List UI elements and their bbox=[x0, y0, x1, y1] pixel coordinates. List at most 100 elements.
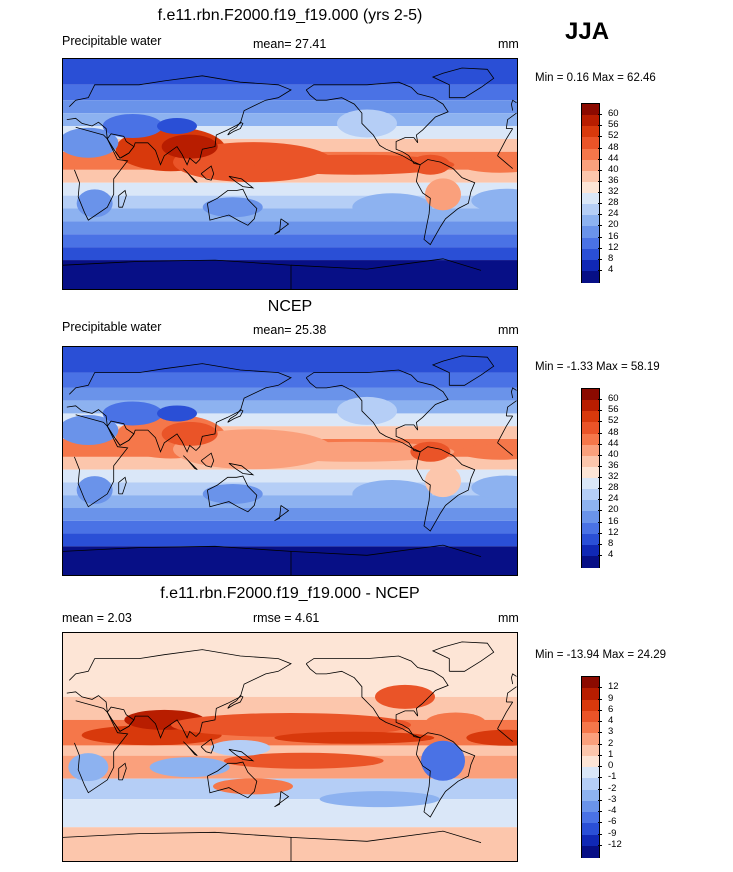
colorbar-label: 52 bbox=[608, 415, 619, 427]
difference-field bbox=[63, 633, 517, 861]
colorbar-tick bbox=[598, 125, 602, 127]
colorbar-tick bbox=[598, 687, 602, 689]
colorbar-cell bbox=[582, 400, 599, 412]
colorbar-cell bbox=[582, 215, 599, 227]
colorbar-tick bbox=[598, 158, 602, 160]
colorbar-cell bbox=[582, 511, 599, 523]
colorbar-cell bbox=[582, 115, 599, 127]
colorbar-cell bbox=[582, 248, 599, 261]
colorbar-cell bbox=[582, 422, 599, 434]
panel-2-minmax: Min = -1.33 Max = 58.19 bbox=[535, 361, 660, 373]
colorbar-cell bbox=[582, 688, 599, 700]
colorbar-cell bbox=[582, 193, 599, 205]
colorbar-label: 12 bbox=[608, 241, 619, 253]
colorbar-cell bbox=[582, 148, 599, 161]
colorbar-tick bbox=[598, 465, 602, 467]
panel-2-title: NCEP bbox=[267, 298, 313, 315]
colorbar-tick bbox=[598, 269, 602, 271]
colorbar-label: 48 bbox=[608, 141, 619, 153]
colorbar-tick bbox=[598, 432, 602, 434]
coastlines bbox=[63, 641, 517, 861]
panel-2-center-label: mean= 25.38 bbox=[253, 323, 327, 337]
colorbar-tick bbox=[598, 532, 602, 534]
colorbar-tick bbox=[598, 721, 602, 722]
colorbar-tick bbox=[598, 488, 602, 490]
panel-1-colorbar bbox=[581, 103, 600, 283]
colorbar-cell bbox=[582, 270, 599, 283]
colorbar-tick bbox=[598, 510, 602, 512]
colorbar-cell bbox=[582, 137, 599, 149]
colorbar-label: 12 bbox=[608, 526, 619, 538]
panel-3-right-label: mm bbox=[498, 611, 519, 625]
colorbar-tick bbox=[598, 822, 602, 824]
colorbar-tick bbox=[598, 410, 602, 412]
colorbar-label: 36 bbox=[608, 459, 619, 471]
colorbar-tick bbox=[598, 732, 602, 734]
colorbar-cell bbox=[582, 478, 599, 490]
colorbar-tick bbox=[598, 169, 602, 171]
colorbar-tick bbox=[598, 543, 602, 545]
colorbar-tick bbox=[598, 833, 602, 835]
panel-3-title: f.e11.rbn.F2000.f19_f19.000 - NCEP bbox=[160, 585, 420, 602]
colorbar-tick bbox=[598, 844, 602, 846]
colorbar-label: 20 bbox=[608, 504, 619, 516]
panel-1-title: f.e11.rbn.F2000.f19_f19.000 (yrs 2-5) bbox=[157, 7, 423, 24]
colorbar-label: 40 bbox=[608, 448, 619, 460]
colorbar-tick bbox=[598, 225, 602, 227]
panel-3-colorbar bbox=[581, 676, 600, 858]
colorbar-cell bbox=[582, 755, 599, 768]
colorbar-cell bbox=[582, 455, 599, 468]
colorbar-cell bbox=[582, 259, 599, 272]
colorbar-cell bbox=[582, 433, 599, 446]
colorbar-cell bbox=[582, 789, 599, 802]
panel-3-center-label: rmse = 4.61 bbox=[253, 611, 320, 625]
colorbar-label: 56 bbox=[608, 404, 619, 416]
colorbar-label: 16 bbox=[608, 230, 619, 242]
precip-field bbox=[63, 59, 517, 289]
colorbar-cell bbox=[582, 800, 599, 813]
colorbar-label: -12 bbox=[608, 838, 622, 850]
panel-1-minmax: Min = 0.16 Max = 62.46 bbox=[535, 72, 656, 84]
panel-1-map bbox=[62, 58, 518, 290]
colorbar-tick bbox=[598, 114, 602, 116]
colorbar-tick bbox=[598, 136, 602, 138]
colorbar-label: 56 bbox=[608, 119, 619, 131]
colorbar-label: 2 bbox=[608, 737, 614, 749]
colorbar-label: 4 bbox=[608, 715, 614, 726]
colorbar-label: 44 bbox=[608, 437, 619, 449]
colorbar-tick bbox=[598, 421, 602, 423]
colorbar-label: 24 bbox=[608, 493, 619, 505]
colorbar-tick bbox=[598, 192, 602, 193]
colorbar-label: 9 bbox=[608, 692, 614, 704]
colorbar-label: 60 bbox=[608, 108, 619, 120]
colorbar-tick bbox=[598, 709, 602, 711]
colorbar-cell bbox=[582, 744, 599, 757]
colorbar-tick bbox=[598, 258, 602, 260]
colorbar-cell bbox=[582, 544, 599, 557]
colorbar-cell bbox=[582, 845, 599, 858]
colorbar-cell bbox=[582, 722, 599, 734]
coastlines bbox=[63, 355, 517, 575]
colorbar-label: 40 bbox=[608, 163, 619, 175]
colorbar-cell bbox=[582, 181, 599, 194]
colorbar-cell bbox=[582, 812, 599, 824]
colorbar-tick bbox=[598, 799, 602, 801]
colorbar-label: 32 bbox=[608, 471, 619, 482]
panel-1-center-label: mean= 27.41 bbox=[253, 37, 327, 51]
panel-2-left-label: Precipitable water bbox=[62, 320, 162, 334]
colorbar-tick bbox=[598, 214, 602, 216]
colorbar-tick bbox=[598, 766, 602, 767]
colorbar-cell bbox=[582, 778, 599, 790]
panel-1-right-label: mm bbox=[498, 37, 519, 51]
colorbar-label: 60 bbox=[608, 393, 619, 405]
colorbar-tick bbox=[598, 477, 602, 478]
colorbar-label: -2 bbox=[608, 782, 617, 794]
panel-1-left-label: Precipitable water bbox=[62, 34, 162, 48]
colorbar-cell bbox=[582, 466, 599, 479]
colorbar-label: 20 bbox=[608, 219, 619, 231]
colorbar-label: 8 bbox=[608, 252, 614, 264]
colorbar-cell bbox=[582, 710, 599, 723]
colorbar-cell bbox=[582, 237, 599, 250]
colorbar-label: 36 bbox=[608, 174, 619, 186]
season-label: JJA bbox=[565, 18, 610, 45]
